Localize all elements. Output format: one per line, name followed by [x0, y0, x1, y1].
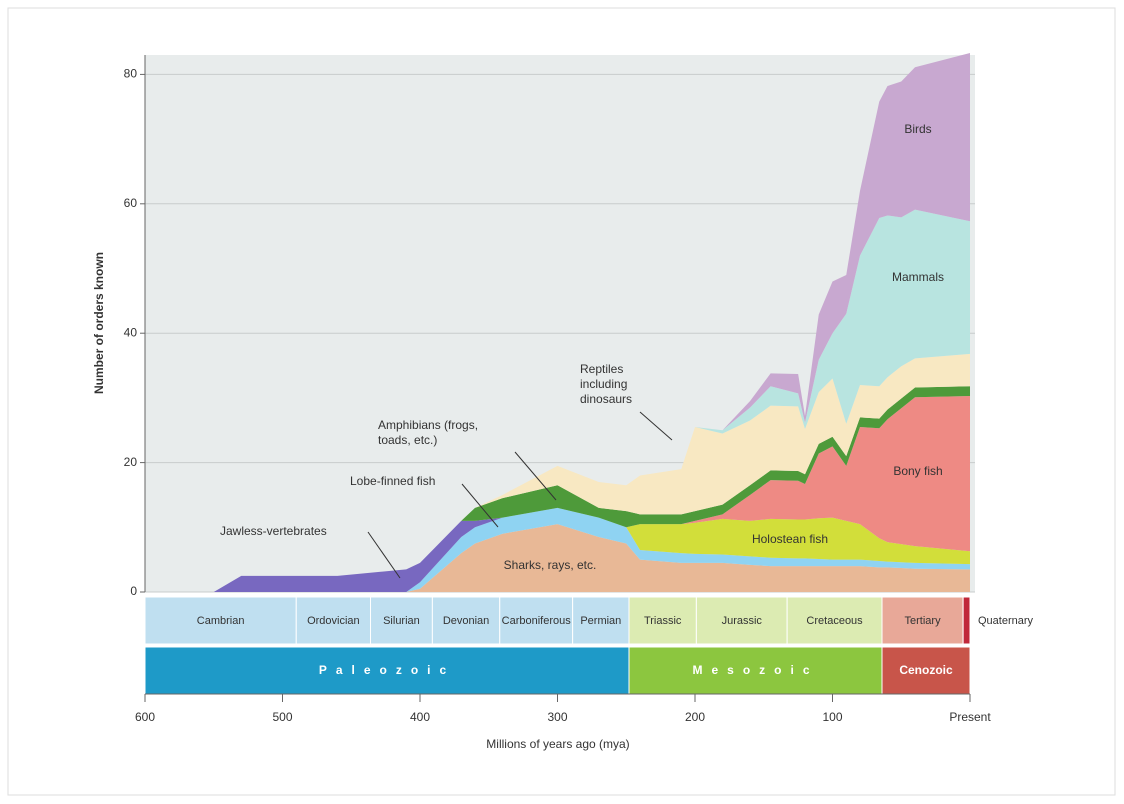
series-label: Jawless-vertebrates — [220, 524, 327, 538]
era-label: Paleozoic — [319, 663, 455, 677]
area — [145, 507, 970, 592]
area — [145, 386, 970, 592]
series-label: Amphibians (frogs, toads, etc.) — [378, 418, 479, 447]
period-band — [695, 596, 788, 645]
y-tick-label: 60 — [124, 196, 138, 210]
series-label: Lobe-finned fish — [350, 474, 436, 488]
series-label: Bony fish — [893, 464, 942, 478]
y-tick-label: 0 — [130, 584, 137, 598]
period-label: Cambrian — [197, 615, 245, 627]
series-label: Birds — [904, 122, 931, 136]
x-tick-label: 600 — [135, 710, 155, 724]
period-band — [962, 596, 971, 645]
period-band — [786, 596, 883, 645]
x-tick-label: 200 — [685, 710, 705, 724]
x-tick-label: 100 — [822, 710, 842, 724]
leader-line — [461, 483, 499, 528]
period-band — [628, 596, 697, 645]
period-label: Ordovician — [307, 615, 360, 627]
period-band — [499, 596, 574, 645]
area — [145, 53, 970, 593]
period-label: Tertiary — [905, 615, 942, 627]
y-tick-label: 20 — [124, 455, 138, 469]
era-label: Mesozoic — [692, 663, 818, 677]
y-axis-label: Number of orders known — [92, 252, 106, 394]
x-tick-label: 500 — [272, 710, 292, 724]
period-label: Cretaceous — [806, 615, 863, 627]
x-tick-label: 400 — [410, 710, 430, 724]
x-tick-label: Present — [949, 710, 991, 724]
x-tick-label: 300 — [547, 710, 567, 724]
period-band — [881, 596, 964, 645]
era-label: Cenozoic — [899, 663, 953, 677]
period-label: Permian — [580, 615, 621, 627]
period-band — [295, 596, 371, 645]
period-band — [572, 596, 630, 645]
leader-line — [639, 411, 673, 441]
area — [145, 209, 970, 592]
y-tick-label: 40 — [124, 325, 138, 339]
x-axis-label: Millions of years ago (mya) — [486, 737, 629, 751]
period-label: Triassic — [644, 615, 682, 627]
area — [145, 353, 970, 592]
series-label: Holostean fish — [752, 532, 828, 546]
area — [145, 395, 970, 592]
period-label: Silurian — [383, 615, 420, 627]
era-band — [144, 646, 630, 695]
series-label: Sharks, rays, etc. — [504, 558, 597, 572]
period-label: Jurassic — [722, 615, 763, 627]
area — [145, 524, 970, 592]
frame — [7, 7, 1116, 796]
y-tick-label: 80 — [124, 67, 138, 81]
period-label: Quaternary — [978, 615, 1034, 627]
leader-line — [367, 531, 401, 579]
period-label: Devonian — [443, 615, 489, 627]
leader-line — [514, 451, 557, 501]
series-label: Mammals — [892, 270, 944, 284]
period-label: Carboniferous — [502, 615, 572, 627]
series-label: Reptiles including dinosaurs — [580, 362, 633, 406]
